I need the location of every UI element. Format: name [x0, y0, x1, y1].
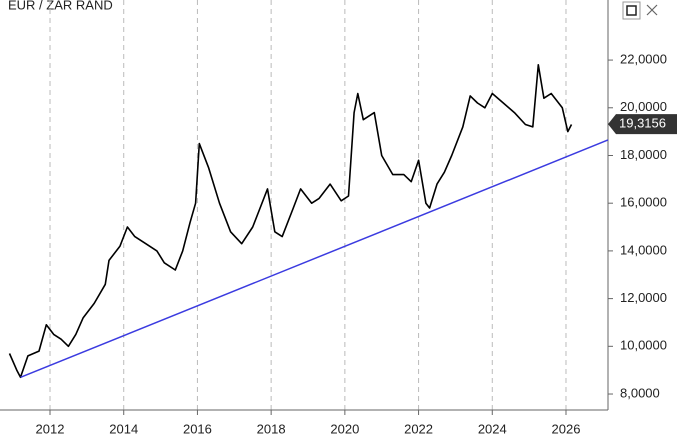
x-tick-label: 2012: [36, 421, 65, 436]
chart-title: EUR / ZAR RAND: [8, 0, 113, 12]
maximize-icon: [626, 5, 637, 16]
close-button[interactable]: [646, 4, 658, 16]
y-tick-label: 20,0000: [620, 99, 667, 114]
x-tick-label: 2024: [478, 421, 507, 436]
x-tick-label: 2020: [330, 421, 359, 436]
last-value-marker: [608, 114, 677, 135]
y-tick-label: 18,0000: [620, 147, 667, 162]
y-tick-label: 22,0000: [620, 52, 667, 67]
x-tick-label: 2018: [257, 421, 286, 436]
x-tick-label: 2014: [109, 421, 138, 436]
x-tick-label: 2022: [404, 421, 433, 436]
y-tick-label: 8,0000: [620, 385, 660, 400]
price-line: [8, 64, 573, 379]
trendline: [20, 139, 609, 379]
x-tick-label: 2016: [183, 421, 212, 436]
y-tick-label: 12,0000: [620, 290, 667, 305]
maximize-button[interactable]: [622, 1, 641, 20]
window-controls[interactable]: [622, 1, 658, 20]
y-tick-label: 16,0000: [620, 195, 667, 210]
last-value-label: 19,3156: [619, 116, 666, 131]
y-tick-label: 14,0000: [620, 242, 667, 257]
x-tick-label: 2026: [552, 421, 581, 436]
y-tick-label: 10,0000: [620, 338, 667, 353]
